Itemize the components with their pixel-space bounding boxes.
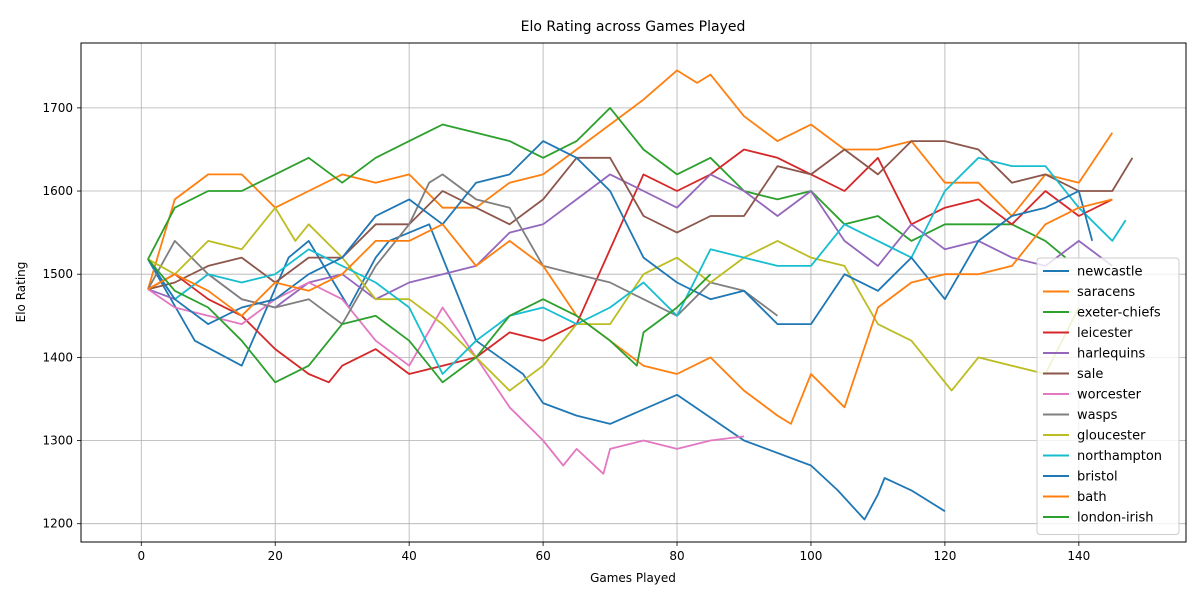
x-tick-label: 140: [1067, 549, 1090, 563]
chart-title: Elo Rating across Games Played: [521, 19, 746, 35]
series-line-leicester: [147, 148, 1113, 384]
legend-label: bath: [1077, 490, 1107, 505]
series-lines: [147, 69, 1134, 521]
series-line-newcastle: [147, 223, 946, 521]
x-tick-label: 100: [800, 549, 823, 563]
axis-ticks: 0 20 40 60 80 100 120 140 1200 1300 1400 1500 1600 17…: [42, 101, 1090, 563]
series-line-gloucester: [147, 206, 1080, 392]
x-tick-label: 40: [402, 549, 417, 563]
legend-label: harlequins: [1077, 347, 1146, 362]
y-tick-label: 1600: [42, 184, 73, 198]
legend-label: wasps: [1077, 408, 1118, 423]
series-line-harlequins: [147, 173, 1113, 309]
series-line-sale: [147, 140, 1134, 291]
x-tick-label: 60: [535, 549, 550, 563]
x-tick-label: 20: [268, 549, 283, 563]
legend-label: exeter-chiefs: [1077, 306, 1161, 321]
x-tick-label: 120: [933, 549, 956, 563]
series-line-bath: [147, 198, 1113, 425]
series-line-wasps: [147, 173, 779, 326]
y-tick-label: 1300: [42, 434, 73, 448]
legend-label: bristol: [1077, 470, 1118, 485]
y-tick-label: 1400: [42, 350, 73, 364]
x-tick-label: 80: [669, 549, 684, 563]
legend-box: [1036, 257, 1180, 535]
series-line-saracens: [147, 69, 1114, 290]
y-tick-label: 1700: [42, 101, 73, 115]
plot-area-frame: [80, 42, 1187, 543]
legend: newcastle saracens exeter-chiefs leicester h…: [1036, 257, 1180, 535]
y-axis-label: Elo Rating: [14, 262, 28, 323]
legend-label: gloucester: [1077, 429, 1146, 444]
x-tick-label: 0: [137, 549, 145, 563]
legend-label: worcester: [1077, 388, 1142, 403]
y-tick-label: 1500: [42, 267, 73, 281]
legend-label: leicester: [1077, 326, 1133, 341]
series-line-london-irish: [147, 258, 712, 384]
legend-label: saracens: [1077, 285, 1135, 300]
legend-label: northampton: [1077, 449, 1162, 464]
x-axis-label: Games Played: [590, 571, 676, 585]
legend-label: london-irish: [1077, 511, 1154, 526]
series-line-bristol: [147, 140, 1094, 326]
series-line-northampton: [147, 156, 1127, 375]
y-tick-label: 1200: [42, 517, 73, 531]
legend-label: sale: [1077, 367, 1103, 382]
legend-label: newcastle: [1077, 265, 1142, 280]
